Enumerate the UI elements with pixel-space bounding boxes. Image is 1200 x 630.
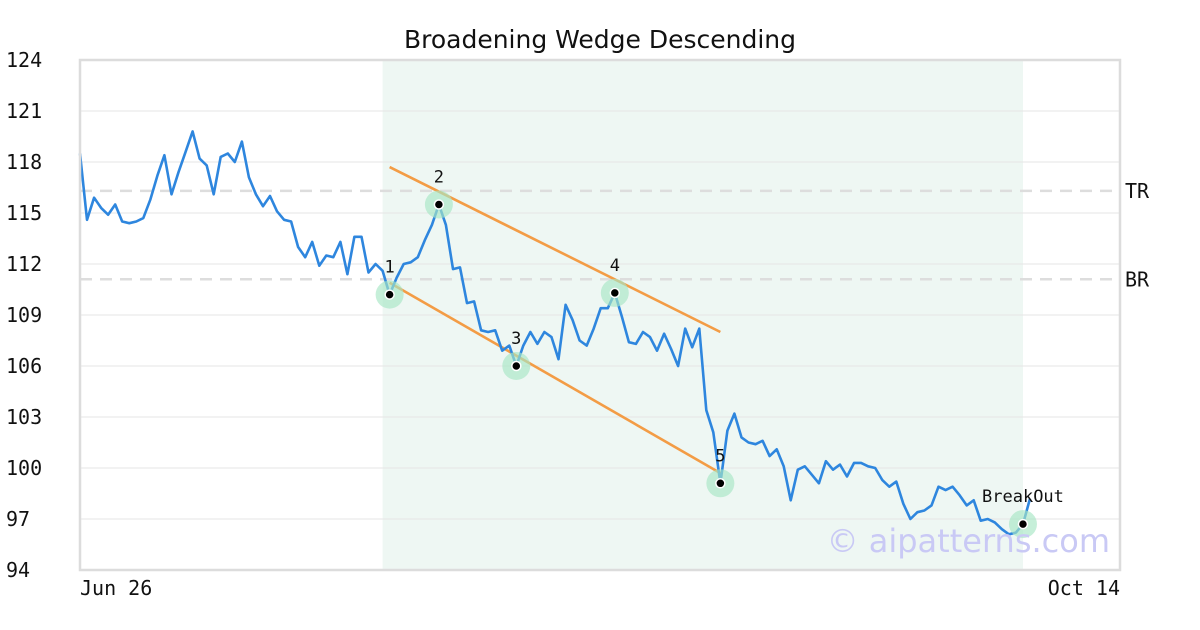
point-label: BreakOut (982, 487, 1064, 507)
level-label: TR (1125, 179, 1150, 203)
level-label: BR (1125, 267, 1150, 291)
point-label: 3 (511, 329, 521, 349)
x-tick-label: Oct 14 (1048, 576, 1120, 600)
watermark: © aipatterns.com (827, 522, 1110, 560)
point-label: 5 (715, 446, 725, 466)
y-tick-label: 103 (6, 405, 42, 429)
point-marker (1017, 518, 1029, 530)
y-tick-label: 109 (6, 303, 42, 327)
x-axis-ticks: Jun 26 Oct 14 (80, 576, 1120, 600)
plot-frame (78, 58, 1122, 572)
point-marker (609, 287, 621, 299)
trendline (388, 281, 722, 475)
point-label: 4 (610, 256, 620, 276)
point-label: 2 (434, 168, 444, 188)
y-tick-label: 100 (6, 456, 42, 480)
y-tick-label: 121 (6, 99, 42, 123)
point-marker (511, 360, 522, 372)
x-tick-label: Jun 26 (80, 576, 152, 600)
y-tick-label: 118 (6, 150, 42, 174)
y-tick-label: 124 (6, 48, 42, 72)
point-marker (433, 199, 445, 210)
y-tick-label: 115 (6, 201, 42, 225)
y-tick-label: 112 (6, 252, 42, 276)
y-tick-label: 94 (6, 558, 30, 582)
price-series-line (78, 130, 1032, 536)
point-marker (715, 478, 726, 489)
y-tick-label: 106 (6, 354, 42, 378)
support-resistance-levels: TR BR (80, 179, 1150, 291)
y-tick-label: 97 (6, 507, 30, 531)
chart-title: Broadening Wedge Descending (404, 25, 796, 54)
pattern-points: 1 2 3 4 5 BreakOut (375, 168, 1064, 539)
point-label: 1 (385, 258, 395, 278)
point-marker (384, 289, 395, 300)
y-axis-ticks: 94 97 100 103 106 109 112 115 118 121 124 (6, 48, 42, 582)
